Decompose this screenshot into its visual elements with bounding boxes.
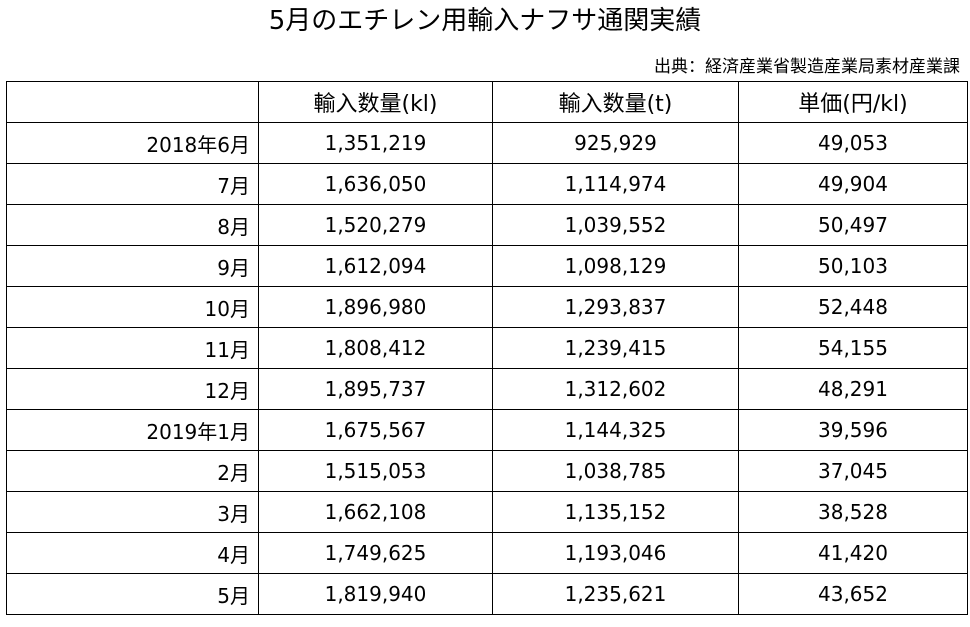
table-row: 2018年6月 1,351,219 925,929 49,053 — [6, 122, 968, 164]
volume-kl-cell: 1,351,219 — [258, 122, 493, 164]
month-cell: 7月 — [6, 163, 259, 205]
table-row: 4月 1,749,625 1,193,046 41,420 — [6, 532, 968, 574]
month-cell: 5月 — [6, 573, 259, 615]
table-row: 7月 1,636,050 1,114,974 49,904 — [6, 163, 968, 205]
volume-kl-cell: 1,819,940 — [258, 573, 493, 615]
table-header-row: 輸入数量(kl) 輸入数量(t) 単価(円/kl) — [6, 81, 968, 123]
table-row: 2019年1月 1,675,567 1,144,325 39,596 — [6, 409, 968, 451]
volume-kl-cell: 1,520,279 — [258, 204, 493, 246]
header-cell-unit-price: 単価(円/kl) — [738, 81, 968, 123]
month-cell: 4月 — [6, 532, 259, 574]
table-row: 8月 1,520,279 1,039,552 50,497 — [6, 204, 968, 246]
naphtha-import-table: 輸入数量(kl) 輸入数量(t) 単価(円/kl) 2018年6月 1,351,2… — [6, 81, 968, 615]
month-cell: 10月 — [6, 286, 259, 328]
header-cell-volume-kl: 輸入数量(kl) — [258, 81, 493, 123]
volume-kl-cell: 1,515,053 — [258, 450, 493, 492]
unit-price-cell: 39,596 — [738, 409, 968, 451]
volume-kl-cell: 1,612,094 — [258, 245, 493, 287]
volume-kl-cell: 1,895,737 — [258, 368, 493, 410]
unit-price-cell: 38,528 — [738, 491, 968, 533]
unit-price-cell: 52,448 — [738, 286, 968, 328]
volume-kl-cell: 1,675,567 — [258, 409, 493, 451]
volume-kl-cell: 1,636,050 — [258, 163, 493, 205]
month-cell: 3月 — [6, 491, 259, 533]
volume-t-cell: 1,144,325 — [492, 409, 739, 451]
volume-kl-cell: 1,749,625 — [258, 532, 493, 574]
table-row: 9月 1,612,094 1,098,129 50,103 — [6, 245, 968, 287]
unit-price-cell: 50,497 — [738, 204, 968, 246]
table-row: 12月 1,895,737 1,312,602 48,291 — [6, 368, 968, 410]
unit-price-cell: 37,045 — [738, 450, 968, 492]
table-row: 3月 1,662,108 1,135,152 38,528 — [6, 491, 968, 533]
unit-price-cell: 43,652 — [738, 573, 968, 615]
volume-t-cell: 1,038,785 — [492, 450, 739, 492]
header-cell-period — [6, 81, 259, 123]
header-cell-volume-t: 輸入数量(t) — [492, 81, 739, 123]
volume-kl-cell: 1,808,412 — [258, 327, 493, 369]
month-cell: 11月 — [6, 327, 259, 369]
table-row: 2月 1,515,053 1,038,785 37,045 — [6, 450, 968, 492]
unit-price-cell: 54,155 — [738, 327, 968, 369]
volume-t-cell: 1,312,602 — [492, 368, 739, 410]
unit-price-cell: 41,420 — [738, 532, 968, 574]
volume-t-cell: 1,235,621 — [492, 573, 739, 615]
month-cell: 2月 — [6, 450, 259, 492]
table-row: 5月 1,819,940 1,235,621 43,652 — [6, 573, 968, 615]
month-cell: 2018年6月 — [6, 122, 259, 164]
table-row: 11月 1,808,412 1,239,415 54,155 — [6, 327, 968, 369]
unit-price-cell: 49,904 — [738, 163, 968, 205]
volume-t-cell: 1,239,415 — [492, 327, 739, 369]
volume-kl-cell: 1,896,980 — [258, 286, 493, 328]
month-cell: 9月 — [6, 245, 259, 287]
volume-t-cell: 1,135,152 — [492, 491, 739, 533]
unit-price-cell: 50,103 — [738, 245, 968, 287]
volume-t-cell: 1,039,552 — [492, 204, 739, 246]
table-row: 10月 1,896,980 1,293,837 52,448 — [6, 286, 968, 328]
month-cell: 8月 — [6, 204, 259, 246]
volume-t-cell: 1,193,046 — [492, 532, 739, 574]
month-cell: 12月 — [6, 368, 259, 410]
volume-t-cell: 1,293,837 — [492, 286, 739, 328]
month-cell: 2019年1月 — [6, 409, 259, 451]
volume-t-cell: 1,098,129 — [492, 245, 739, 287]
page-title: 5月のエチレン用輸入ナフサ通関実績 — [268, 6, 702, 36]
source-note: 出典：経済産業省製造産業局素材産業課 — [654, 57, 960, 77]
volume-t-cell: 925,929 — [492, 122, 739, 164]
volume-kl-cell: 1,662,108 — [258, 491, 493, 533]
volume-t-cell: 1,114,974 — [492, 163, 739, 205]
unit-price-cell: 48,291 — [738, 368, 968, 410]
unit-price-cell: 49,053 — [738, 122, 968, 164]
